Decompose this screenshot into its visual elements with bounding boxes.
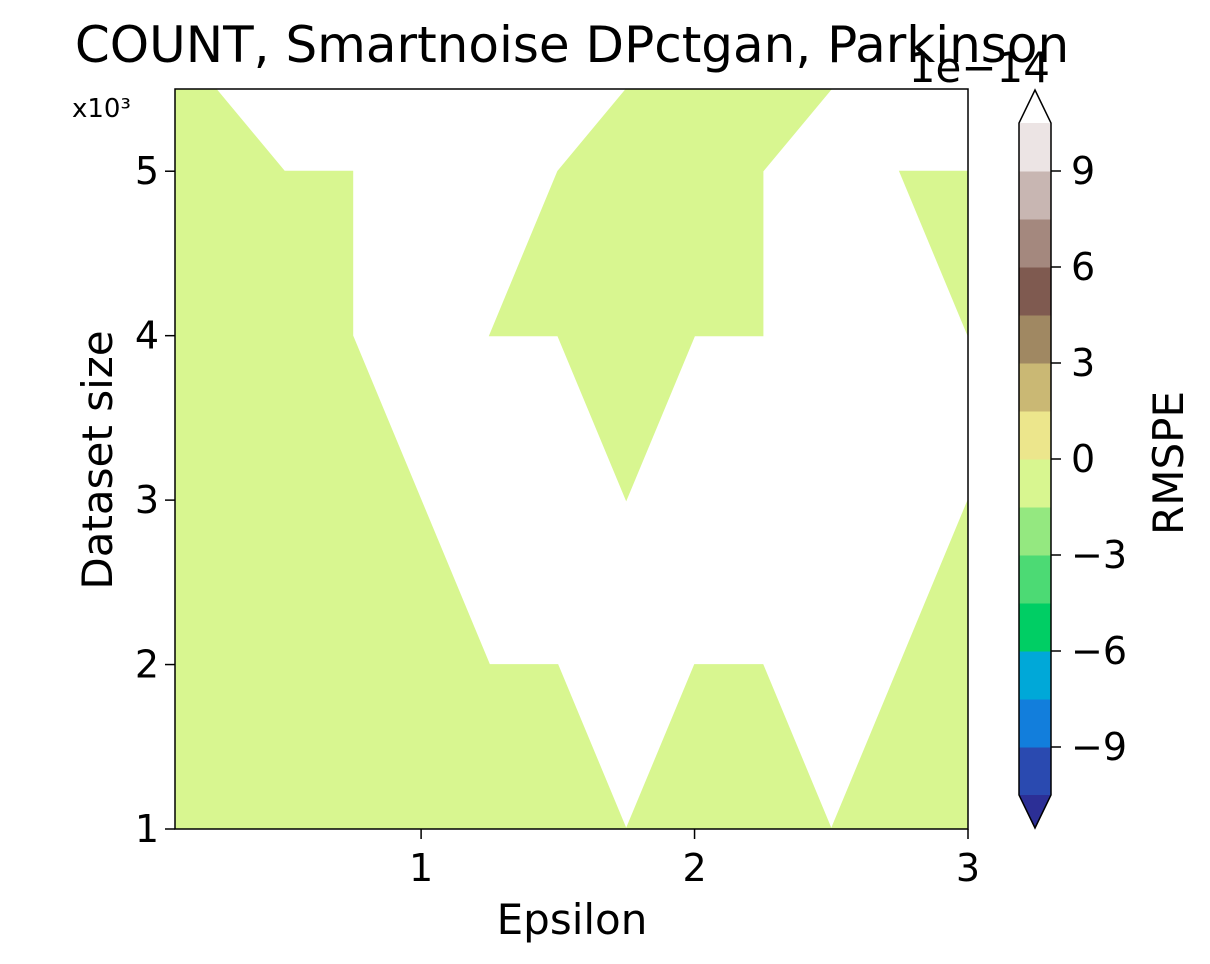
y-tick-label: 2	[135, 643, 159, 687]
colorbar-band	[1019, 603, 1051, 652]
colorbar-band	[1019, 651, 1051, 700]
colorbar-ticks: −9 −6 −3 0 3 6 9	[1051, 149, 1127, 769]
colorbar-extend-bottom	[1019, 795, 1051, 828]
colorbar-tick-label: −3	[1071, 533, 1127, 577]
y-axis-offset-label: x10³	[72, 94, 131, 124]
y-axis-label: Dataset size	[73, 330, 122, 589]
colorbar-tick-label: 0	[1071, 437, 1095, 481]
colorbar-band	[1019, 747, 1051, 796]
y-tick-label: 5	[135, 149, 159, 193]
y-axis-ticks: 1 2 3 4 5	[135, 149, 175, 851]
colorbar-band	[1019, 459, 1051, 508]
colorbar-band	[1019, 699, 1051, 748]
colorbar-tick-label: −6	[1071, 629, 1127, 673]
colorbar	[1018, 88, 1052, 830]
colorbar-exponent-label: 1e−14	[909, 43, 1050, 92]
colorbar-band	[1019, 315, 1051, 364]
colorbar-band	[1019, 171, 1051, 220]
colorbar-label: RMSPE	[1144, 391, 1193, 535]
colorbar-tick-label: 6	[1071, 245, 1095, 289]
colorbar-tick-label: −9	[1071, 725, 1127, 769]
colorbar-band	[1019, 123, 1051, 172]
colorbar-extend-top	[1019, 90, 1051, 123]
x-tick-label: 1	[409, 846, 433, 890]
colorbar-band	[1019, 219, 1051, 268]
y-tick-label: 3	[135, 478, 159, 522]
colorbar-tick-label: 9	[1071, 149, 1095, 193]
colorbar-outline	[1018, 88, 1052, 830]
contour-fill-layer	[174, 88, 969, 830]
x-axis-ticks: 1 2 3	[409, 829, 980, 890]
y-tick-label: 1	[135, 807, 159, 851]
colorbar-band	[1019, 555, 1051, 604]
x-axis-label: Epsilon	[497, 895, 648, 944]
x-tick-label: 3	[956, 846, 980, 890]
plot-frame	[174, 88, 969, 830]
colorbar-band	[1019, 507, 1051, 556]
colorbar-tick-label: 3	[1071, 341, 1095, 385]
colorbar-band	[1019, 411, 1051, 460]
colorbar-band	[1019, 267, 1051, 316]
chart-title: COUNT, Smartnoise DPctgan, Parkinson	[75, 16, 1069, 74]
contour-region-2	[488, 88, 833, 502]
y-tick-label: 4	[135, 314, 159, 358]
colorbar-band	[1019, 363, 1051, 412]
plot-area	[174, 88, 969, 830]
x-tick-label: 2	[682, 846, 706, 890]
